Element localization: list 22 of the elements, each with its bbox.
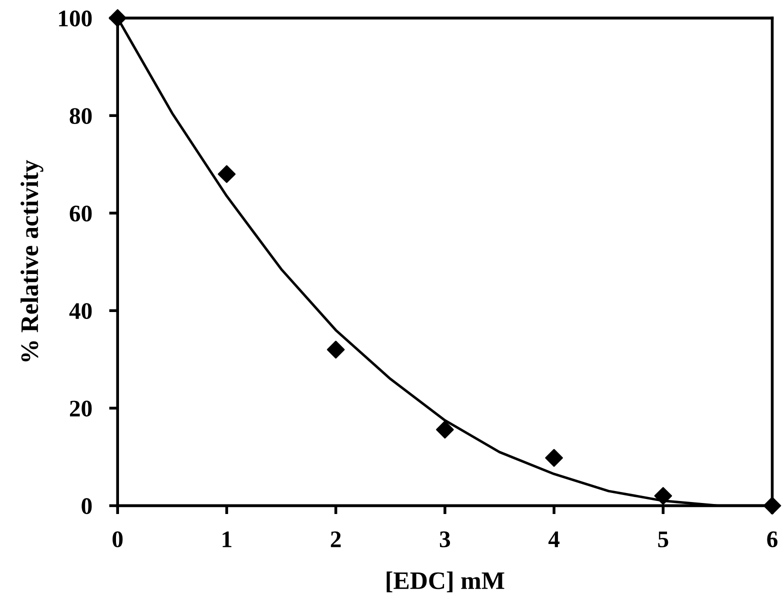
point bbox=[436, 420, 454, 439]
x-tick-label: 3 bbox=[440, 531, 450, 548]
point bbox=[218, 165, 236, 184]
y-tick-label: 100 bbox=[59, 10, 92, 26]
y-axis-title: % Relative activity bbox=[20, 160, 44, 362]
x-tick-label: 2 bbox=[330, 531, 341, 548]
point bbox=[545, 448, 563, 467]
x-tick-label: 4 bbox=[548, 532, 560, 548]
point bbox=[108, 9, 127, 27]
y-tick-label: 80 bbox=[70, 108, 92, 124]
x-tick-label: 5 bbox=[658, 532, 668, 548]
y-tick-label: 0 bbox=[82, 498, 92, 514]
x-tick-label: 0 bbox=[112, 531, 123, 548]
y-tick-label: 20 bbox=[70, 400, 92, 417]
y-tick-label: 60 bbox=[70, 206, 92, 222]
point bbox=[763, 496, 782, 515]
x-tick-label: 6 bbox=[767, 531, 778, 548]
x-tick-label: 1 bbox=[222, 531, 232, 548]
point bbox=[654, 487, 672, 505]
point bbox=[326, 340, 345, 359]
y-tick-label: 40 bbox=[69, 303, 92, 320]
x-axis-title: [EDC] mM bbox=[386, 572, 504, 592]
